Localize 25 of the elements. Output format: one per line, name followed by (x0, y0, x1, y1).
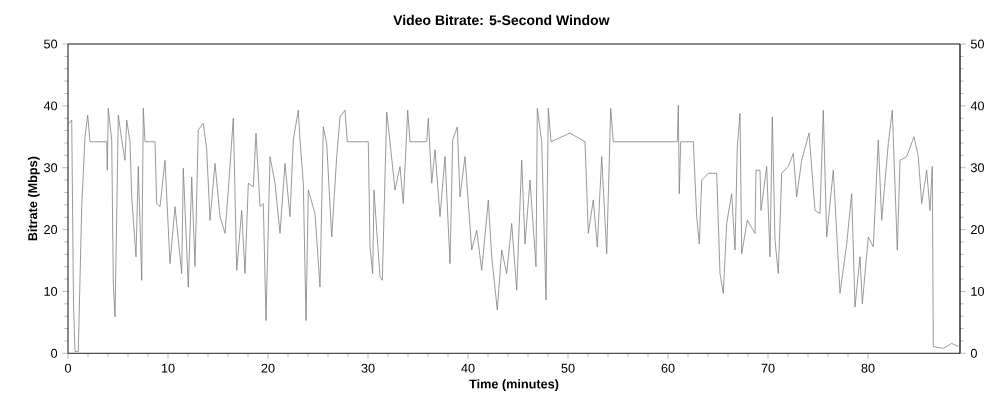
y-tick-label: 30 (44, 163, 58, 173)
y-tick-label: 20 (44, 225, 58, 235)
x-tick-label: 40 (461, 363, 475, 373)
x-tick-label: 10 (161, 363, 175, 373)
x-tick-label: 70 (761, 363, 775, 373)
y-tick-label: 40 (43, 101, 58, 111)
y-tick-label: 0 (51, 348, 58, 358)
line-series (68, 104, 959, 352)
y-tick-label: 50 (44, 39, 58, 49)
x-tick-label: 60 (661, 363, 675, 373)
y2-tick-label: 30 (970, 163, 984, 173)
y2-tick-label: 40 (970, 101, 984, 111)
x-tick-label: 80 (861, 363, 875, 373)
x-tick-label: 20 (261, 363, 275, 373)
x-tick-label: 0 (64, 363, 72, 373)
y2-tick-label: 10 (971, 286, 984, 296)
x-tick-label: 50 (561, 363, 575, 373)
y2-tick-label: 20 (971, 225, 984, 235)
x-axis-title: Time (minutes) (469, 379, 559, 391)
y-tick-label: 10 (44, 286, 58, 296)
x-tick-label: 30 (361, 363, 375, 373)
y2-tick-label: 50 (970, 39, 984, 49)
chart-title: Video Bitrate: 5-Second Window (393, 14, 610, 26)
y-axis-title: Bitrate (Mbps) (27, 156, 40, 241)
y2-tick-label: 0 (970, 348, 977, 358)
